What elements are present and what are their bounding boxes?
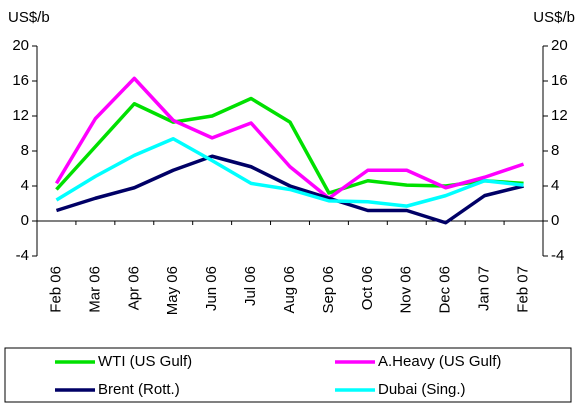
y-tick-label: 8 (21, 142, 29, 159)
series-line (55, 96, 524, 195)
x-tick-label: Sep 06 (320, 266, 337, 314)
y2-tick-label: 12 (551, 107, 568, 124)
y2-tick-label: 20 (551, 37, 568, 54)
x-tick-label: Jun 06 (203, 266, 220, 311)
legend-label: A.Heavy (US Gulf) (378, 353, 501, 370)
legend-label: Brent (Rott.) (98, 381, 180, 398)
y-tick-label: 12 (12, 107, 29, 124)
x-tick-label: Nov 06 (398, 266, 415, 314)
y2-tick-label: 16 (551, 72, 568, 89)
x-tick-label: Aug 06 (281, 266, 298, 314)
x-tick-label: Feb 07 (515, 266, 532, 313)
x-tick-label: Feb 06 (47, 266, 64, 313)
y-tick-label: 20 (12, 37, 29, 54)
y2-tick-label: 8 (551, 142, 559, 159)
series-line (55, 154, 524, 225)
y2-tick-label: 0 (551, 212, 559, 229)
x-tick-label: Jul 06 (242, 266, 259, 306)
y-tick-label: 0 (21, 212, 29, 229)
x-tick-label: Oct 06 (359, 266, 376, 310)
x-tick-label: Dec 06 (437, 266, 454, 314)
x-tick-label: Mar 06 (86, 266, 103, 313)
series-line (54, 76, 525, 200)
legend-label: Dubai (Sing.) (378, 381, 466, 398)
x-tick-label: May 06 (164, 266, 181, 315)
y-tick-label: 16 (12, 72, 29, 89)
y-tick-label: -4 (16, 247, 29, 264)
y2-axis-label: US$/b (533, 9, 575, 26)
legend-box (4, 347, 572, 403)
legend-label: WTI (US Gulf) (98, 353, 192, 370)
y2-tick-label: -4 (551, 247, 564, 264)
y-axis-label: US$/b (8, 9, 50, 26)
series-line (55, 137, 524, 208)
x-tick-label: Apr 06 (125, 266, 142, 310)
y2-tick-label: 4 (551, 177, 559, 194)
x-tick-label: Jan 07 (476, 266, 493, 311)
y-tick-label: 4 (21, 177, 29, 194)
